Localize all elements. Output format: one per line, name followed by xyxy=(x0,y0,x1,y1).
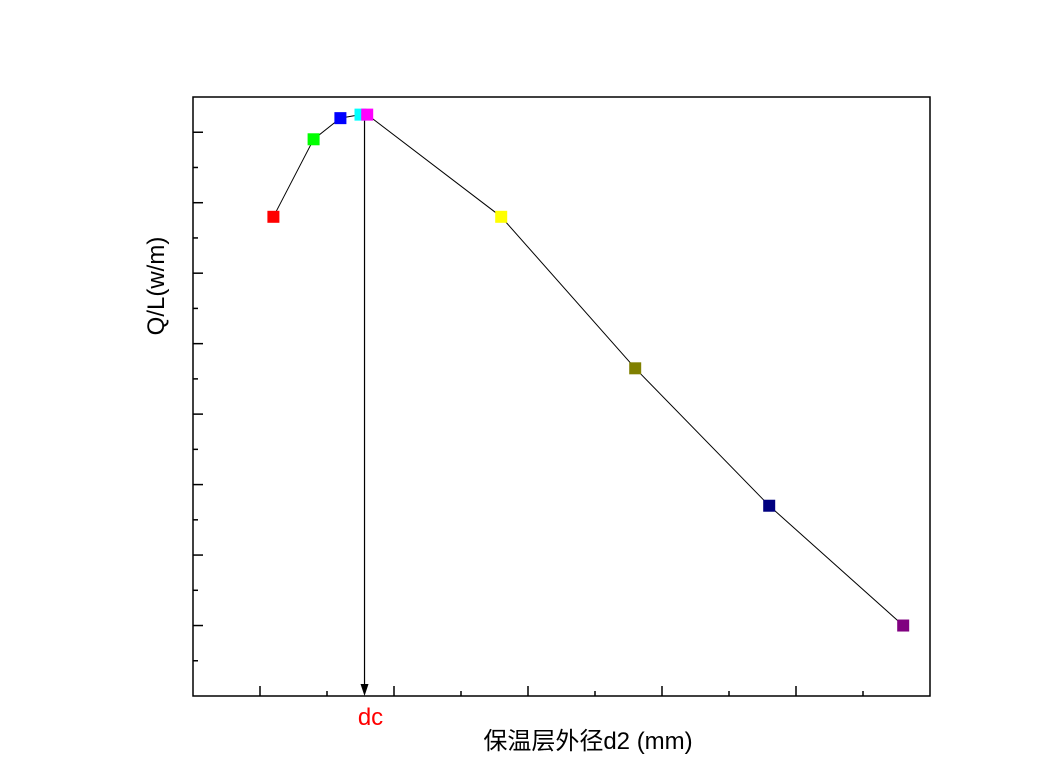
x-axis-label: 保温层外径d2 (mm) xyxy=(483,728,692,755)
dc-label: dc xyxy=(358,704,383,731)
y-axis-label: Q/L(w/m) xyxy=(143,237,170,336)
data-point-marker xyxy=(361,108,374,121)
annotation-layer: dc xyxy=(358,114,383,731)
plot-frame xyxy=(192,96,931,697)
y-axis-ticks xyxy=(193,131,203,662)
data-point-marker xyxy=(763,499,776,512)
data-point-marker xyxy=(334,112,347,125)
data-point-marker xyxy=(897,619,910,632)
data-point-marker xyxy=(307,133,320,146)
dc-arrow-head xyxy=(360,684,369,696)
series-line xyxy=(272,114,904,626)
data-point-marker xyxy=(267,210,280,223)
data-point-marker xyxy=(629,362,642,375)
data-point-marker xyxy=(495,210,508,223)
series-lines xyxy=(272,114,904,626)
data-markers xyxy=(267,108,910,632)
x-axis-ticks xyxy=(259,686,864,696)
